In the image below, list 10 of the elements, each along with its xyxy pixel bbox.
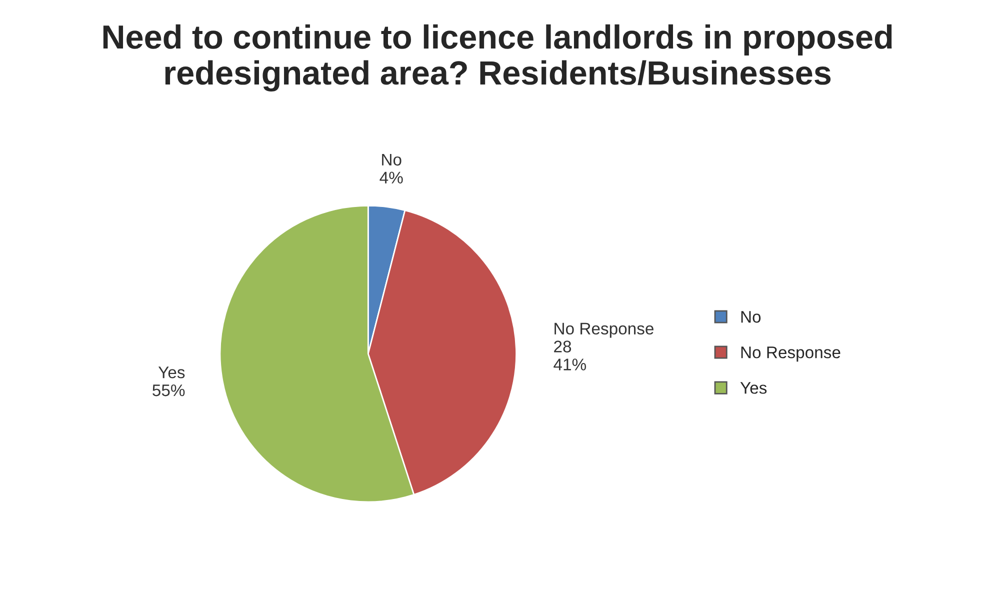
slice-label: No <box>382 154 402 166</box>
legend-label: No Response <box>741 346 840 362</box>
data-label: 28 41% <box>554 340 586 370</box>
legend-label: No <box>741 311 761 323</box>
slice-label: Yes <box>158 366 185 378</box>
chart-title: Need to continue to licence landlords in proposed redesignated area? Residents/Businesses <box>103 24 892 92</box>
data-label: 4% <box>380 172 403 184</box>
slice-label: No Response <box>554 322 654 338</box>
data-label: 55% <box>152 384 185 396</box>
legend-label: Yes <box>740 382 767 394</box>
